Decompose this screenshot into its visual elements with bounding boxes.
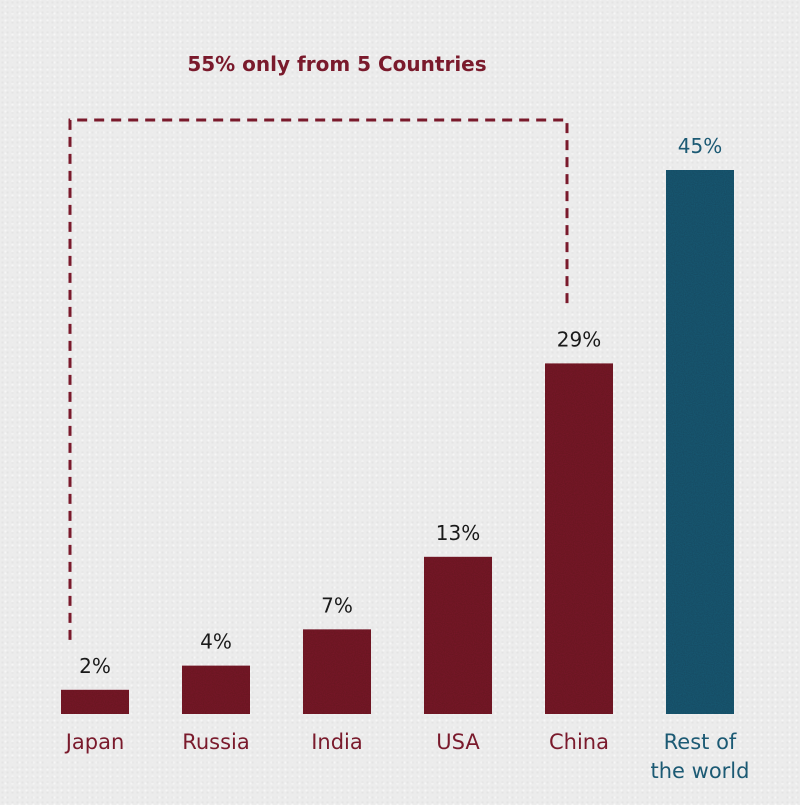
bracket-layer bbox=[68, 118, 569, 640]
value-label-rest-of-the-world: 45% bbox=[678, 134, 722, 158]
labels-layer: 2% Japan 4% Russia 7% India 13% USA 29% China 45% R… bbox=[64, 134, 750, 783]
value-label-usa: 13% bbox=[436, 521, 480, 545]
bar-rest-of-the-world bbox=[666, 170, 734, 714]
value-label-russia: 4% bbox=[200, 630, 232, 654]
category-label-japan: Japan bbox=[64, 730, 125, 754]
bar-india bbox=[303, 629, 371, 714]
bracket-annotation-label: 55% only from 5 Countries bbox=[187, 52, 487, 76]
category-label-rest-of-the-world-line-2: the world bbox=[651, 759, 750, 783]
value-label-india: 7% bbox=[321, 593, 353, 617]
category-label-rest-of-the-world-line-1: Rest of bbox=[664, 730, 737, 754]
bar-usa bbox=[424, 556, 492, 714]
value-label-japan: 2% bbox=[79, 654, 111, 678]
bar-japan bbox=[61, 689, 129, 714]
bracket-annotation-line bbox=[68, 118, 569, 640]
category-label-usa: USA bbox=[436, 730, 480, 754]
category-label-india: India bbox=[311, 730, 363, 754]
category-label-russia: Russia bbox=[182, 730, 250, 754]
bar-russia bbox=[182, 665, 250, 714]
bars-layer bbox=[61, 170, 734, 714]
category-label-china: China bbox=[549, 730, 609, 754]
value-label-china: 29% bbox=[557, 327, 601, 351]
bar-china bbox=[545, 363, 613, 714]
